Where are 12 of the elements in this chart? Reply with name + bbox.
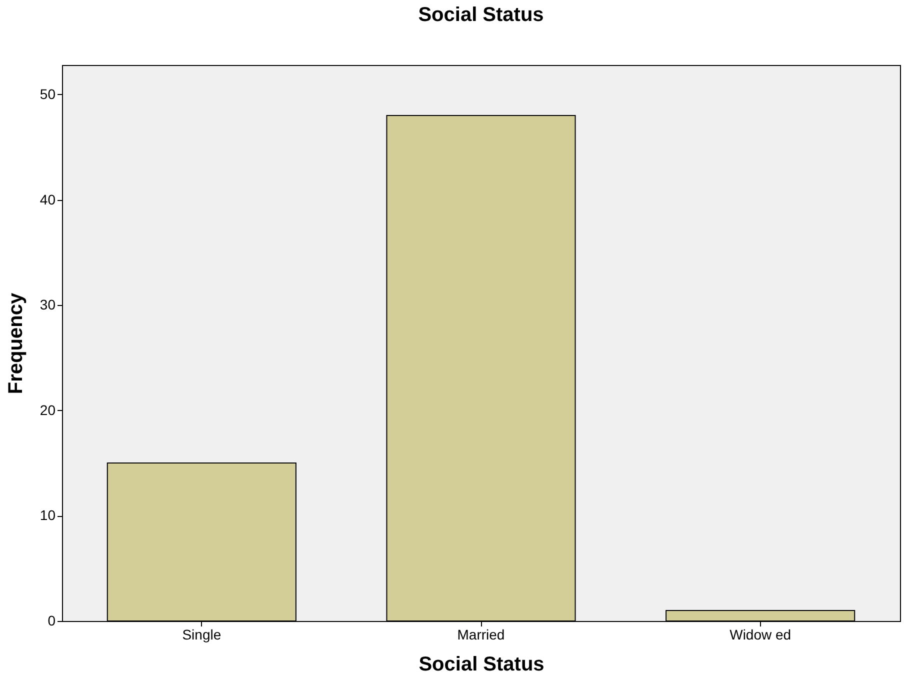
x-tick-label: Married — [457, 626, 505, 642]
x-axis-title: Social Status — [418, 654, 544, 676]
y-tick-label: 0 — [48, 612, 56, 628]
x-tick-label: Single — [182, 626, 222, 642]
y-tick-label: 50 — [40, 86, 56, 102]
y-tick-label: 10 — [40, 507, 56, 524]
x-tick-label: Widow ed — [730, 626, 792, 642]
chart-title: Social Status — [418, 4, 544, 26]
y-tick-label: 20 — [40, 402, 56, 418]
y-tick-label: 40 — [40, 191, 56, 208]
y-tick-label: 30 — [40, 296, 56, 313]
y-axis-title: Frequency — [4, 292, 27, 394]
